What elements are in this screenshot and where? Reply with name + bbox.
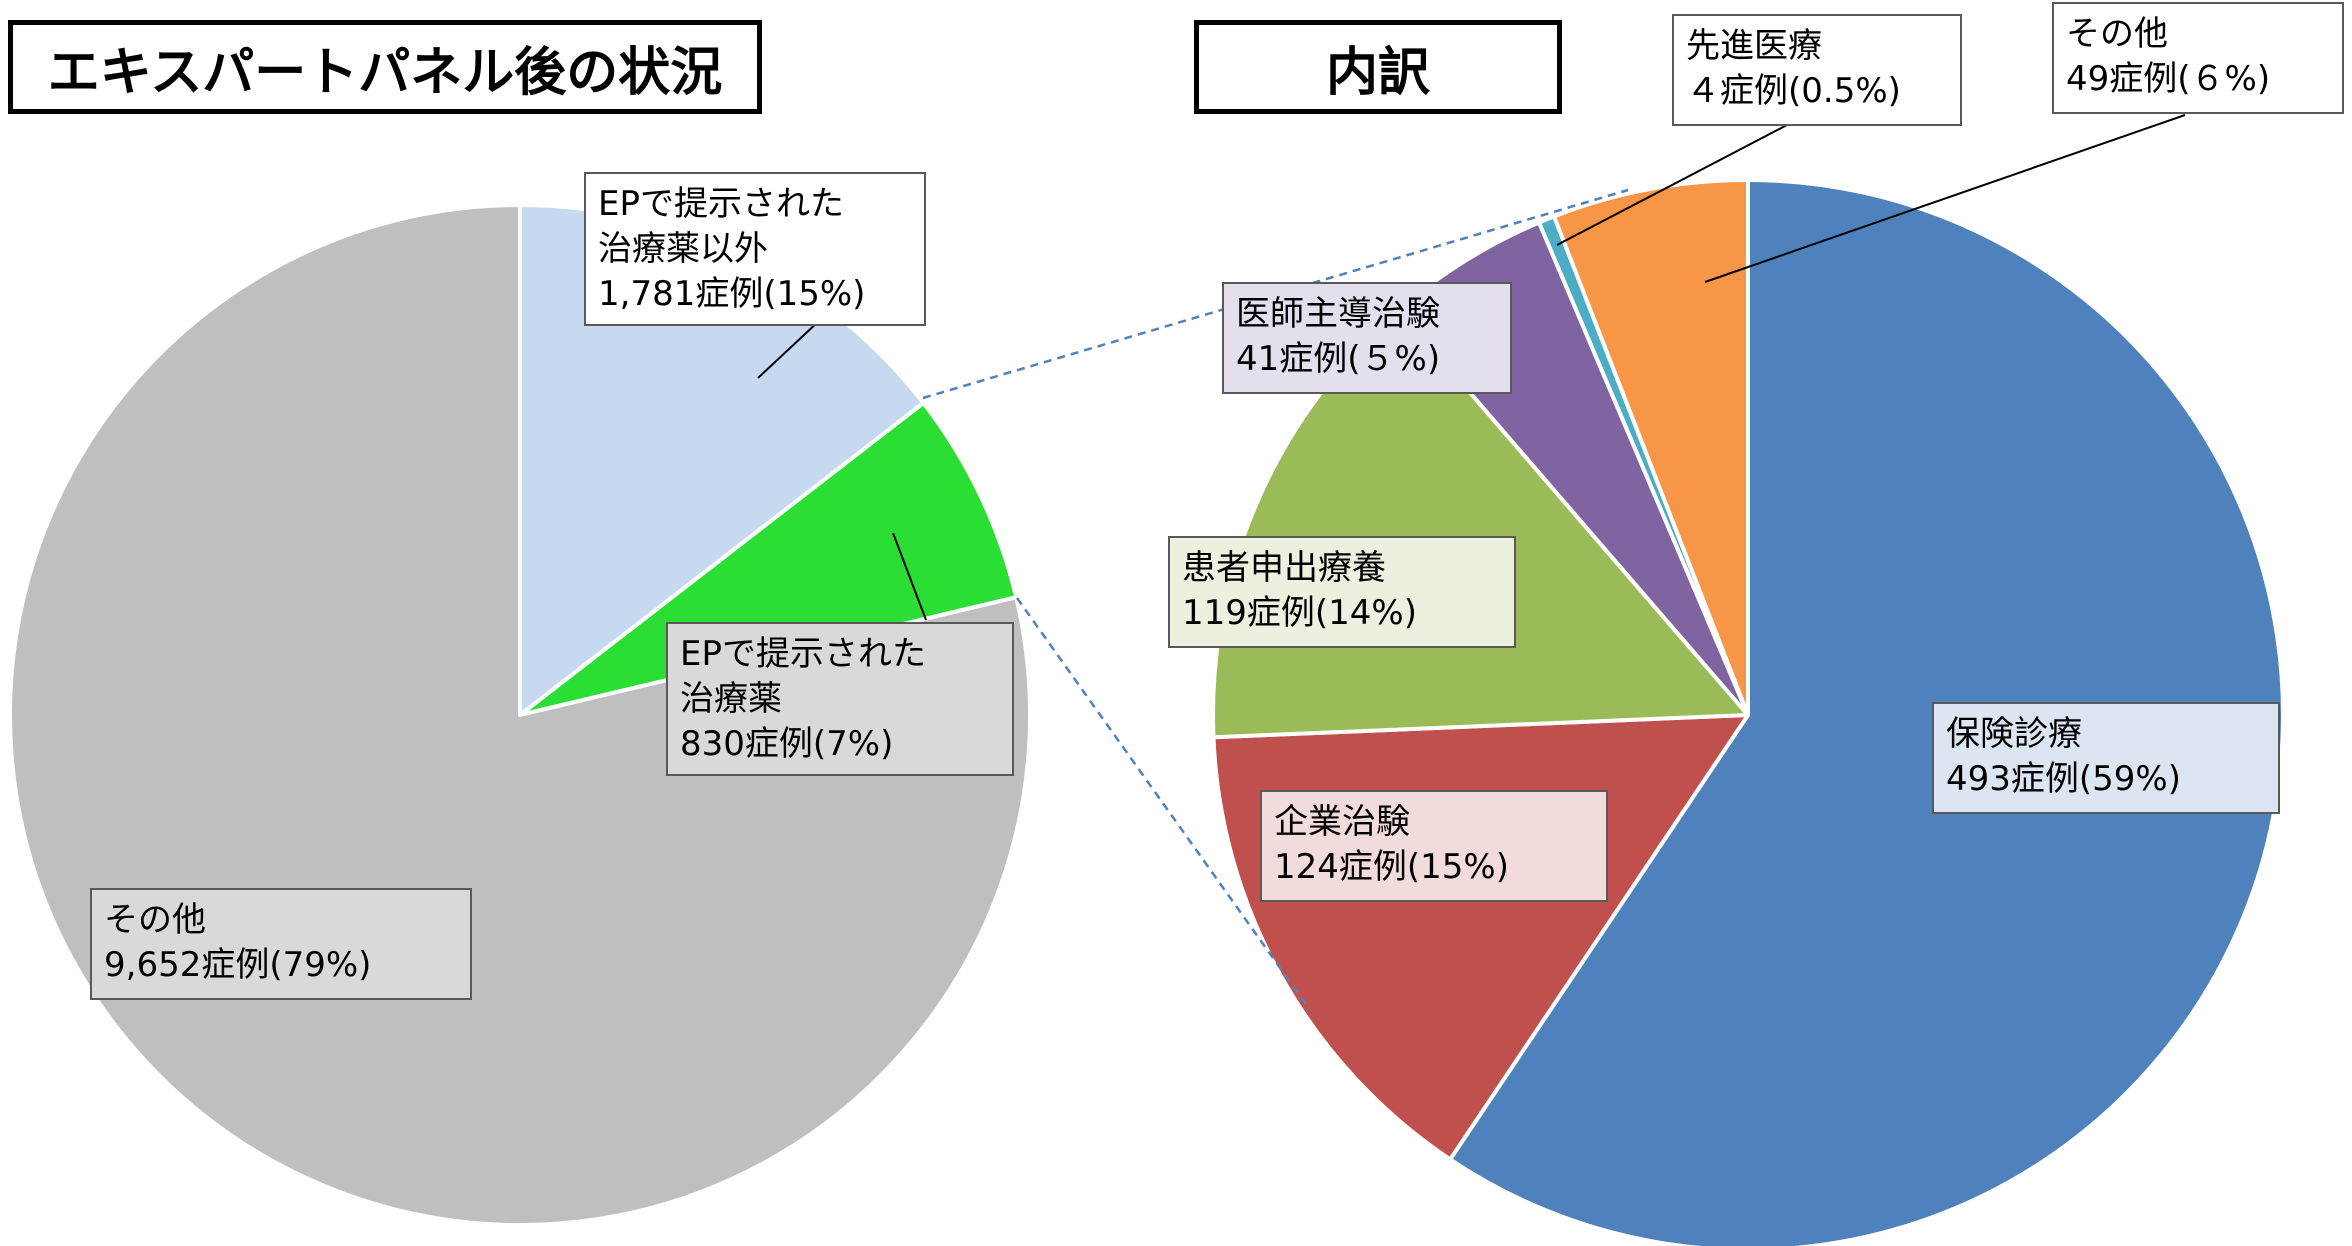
label-doctor-line1: 医師主導治験 [1236,294,1440,334]
label-patient-line2: 119症例(14%) [1182,593,1417,633]
label-insurance-line2: 493症例(59%) [1946,759,2181,799]
right-pie-slice-0 [1448,178,2285,1246]
chart-title-left: エキスパートパネル後の状況 [8,20,762,114]
label-advanced-line1: 先進医療 [1686,26,1822,66]
label-insurance-line1: 保険診療 [1946,714,2082,754]
label-patient: 患者申出療養 119症例(14%) [1168,536,1516,648]
connector-bottom [1015,597,1312,1011]
label-company: 企業治験 124症例(15%) [1260,790,1608,902]
left-pie-slice-1 [518,401,1019,717]
leader-right-other [1704,114,2186,283]
label-right-other-line2: 49症例(６%) [2066,59,2271,99]
label-right-other-line1: その他 [2066,14,2168,54]
label-doctor-line2: 41症例(５%) [1236,339,1441,379]
label-patient-line1: 患者申出療養 [1182,548,1386,588]
label-ep-drug-line2: 治療薬 [680,679,782,719]
label-company-line2: 124症例(15%) [1274,847,1509,887]
label-company-line1: 企業治験 [1274,802,1410,842]
leader-ep-other [757,319,821,379]
label-advanced: 先進医療 ４症例(0.5%) [1672,14,1962,126]
label-right-other: その他 49症例(６%) [2052,2,2344,114]
leader-ep-drug [892,532,927,621]
label-ep-other-line3: 1,781症例(15%) [598,274,866,314]
label-ep-other-line2: 治療薬以外 [598,229,768,269]
label-left-other: その他 9,652症例(79%) [90,888,472,1000]
label-ep-other: EPで提示された 治療薬以外 1,781症例(15%) [584,172,926,326]
label-left-other-line1: その他 [104,900,206,940]
label-doctor: 医師主導治験 41症例(５%) [1222,282,1512,394]
leader-advanced [1556,124,1788,246]
label-advanced-line2: ４症例(0.5%) [1686,71,1901,111]
label-ep-drug: EPで提示された 治療薬 830症例(7%) [666,622,1014,776]
label-insurance: 保険診療 493症例(59%) [1932,702,2280,814]
label-left-other-line2: 9,652症例(79%) [104,945,372,985]
label-ep-drug-line3: 830症例(7%) [680,724,894,764]
label-ep-other-line1: EPで提示された [598,184,844,224]
chart-title-right: 内訳 [1194,20,1562,114]
leader-lines [757,114,2186,621]
right-pie-slice-5 [1552,178,1750,717]
label-ep-drug-line1: EPで提示された [680,634,926,674]
